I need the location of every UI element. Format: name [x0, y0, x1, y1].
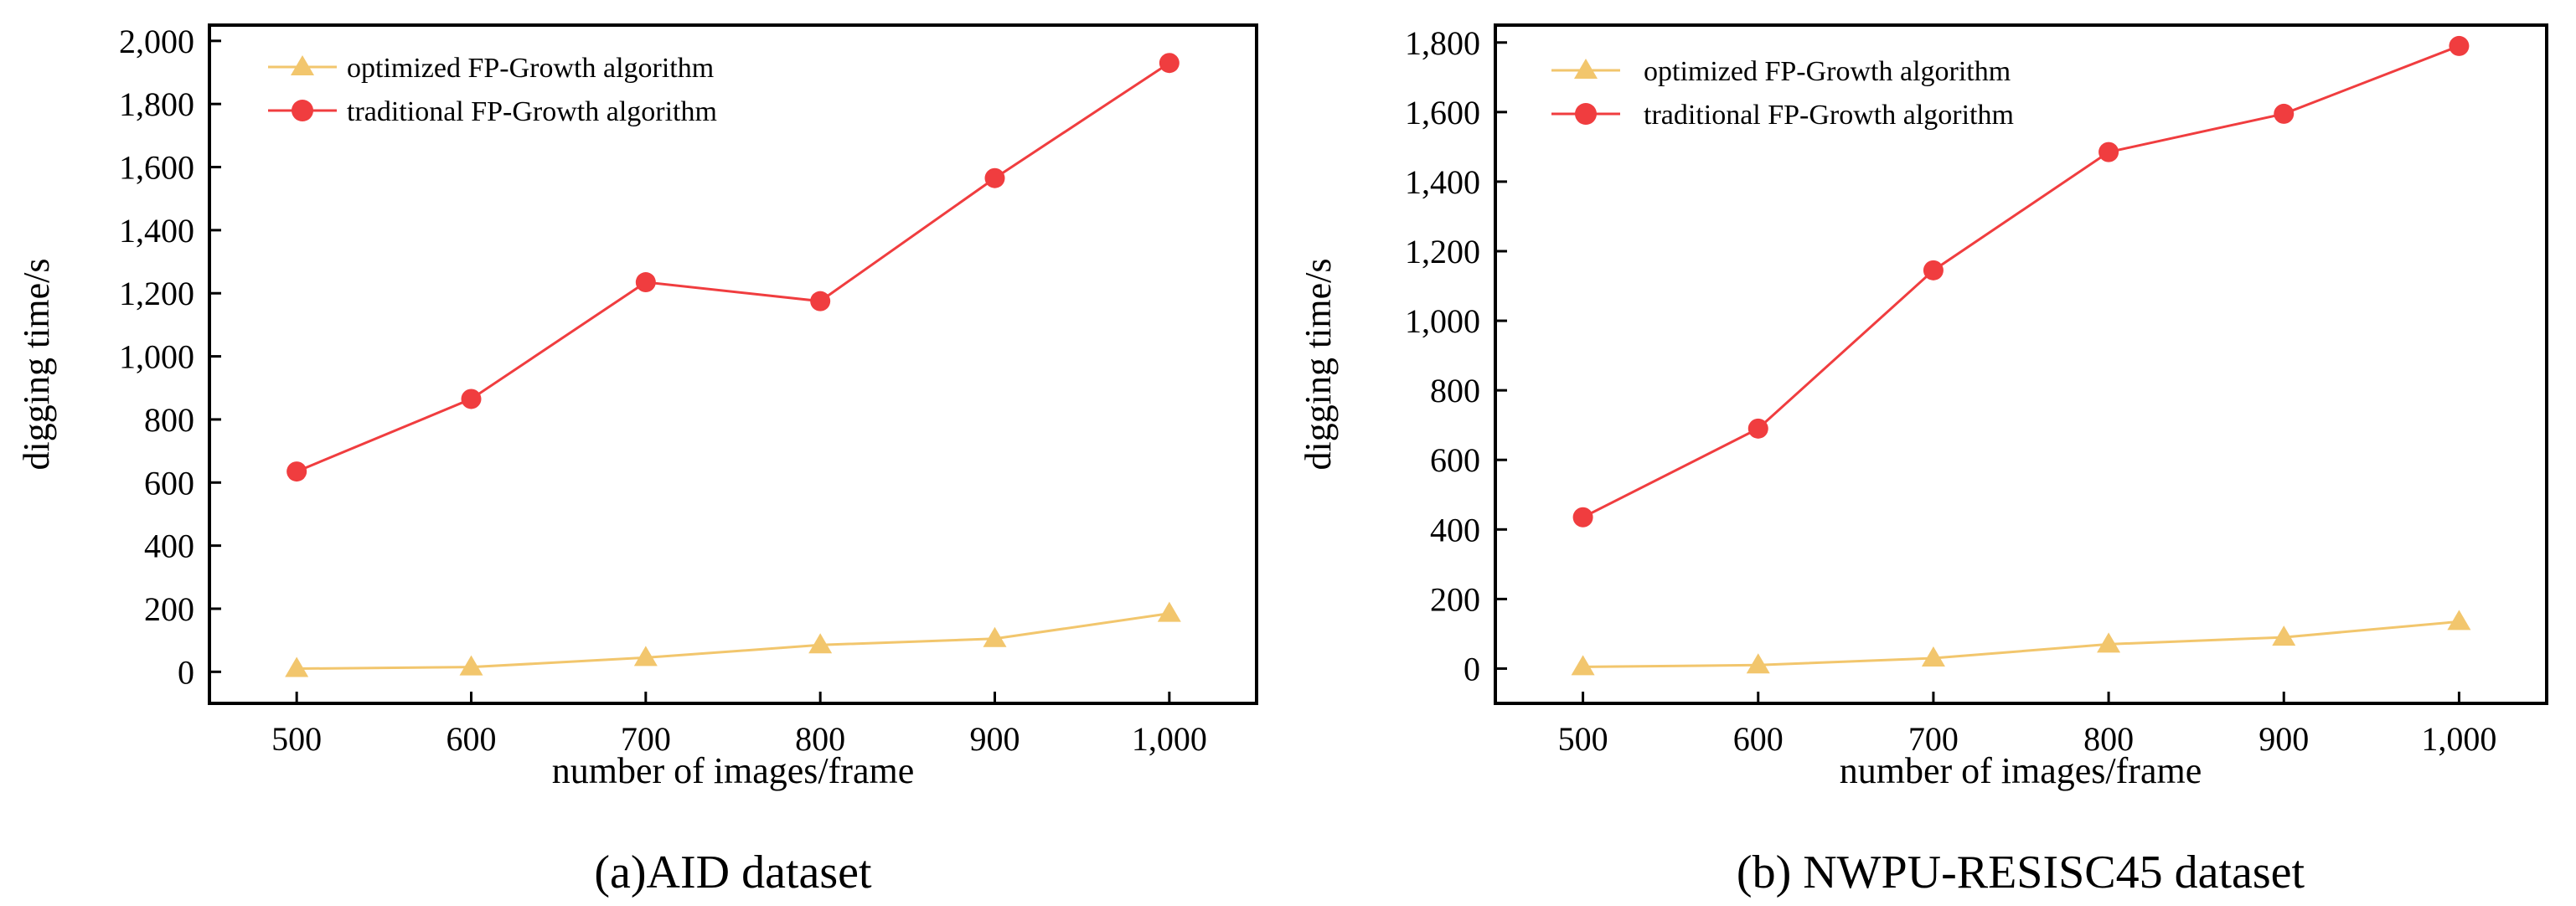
data-point-traditional [1159, 53, 1180, 74]
data-point-optimized [459, 655, 483, 676]
x-tick-label: 500 [271, 720, 322, 758]
y-tick-label: 0 [1464, 650, 1480, 687]
x-ticks: 500 600 700 800 900 1,000 [271, 692, 1207, 758]
data-point-optimized [2097, 632, 2121, 653]
y-tick-label: 1,600 [1405, 94, 1480, 131]
y-tick-label: 1,800 [119, 85, 194, 123]
legend: optimized FP-Growth algorithm traditiona… [1551, 56, 2014, 131]
chart-nwpu-resisc45-dataset: 0 200 400 600 800 1,000 1,200 1,400 1,600 1,800 5… [1298, 23, 2548, 898]
x-tick-label: 800 [795, 720, 845, 758]
y-axis-label: digging time/s [16, 259, 57, 471]
data-point-optimized [808, 633, 833, 654]
data-point-traditional [810, 291, 831, 311]
data-point-traditional [461, 389, 482, 409]
series-lines [1582, 44, 2460, 668]
legend-label-optimized: optimized FP-Growth algorithm [1644, 56, 2011, 87]
x-tick-label: 1,000 [2421, 720, 2496, 758]
y-tick-label: 400 [1430, 511, 1480, 548]
caption-a: (a)AID dataset [594, 847, 872, 898]
legend-label-optimized: optimized FP-Growth algorithm [347, 53, 714, 84]
legend-label-traditional: traditional FP-Growth algorithm [347, 96, 717, 127]
caption-b: (b) NWPU-RESISC45 dataset [1737, 847, 2305, 898]
data-point-optimized [2272, 625, 2296, 646]
x-tick-label: 900 [2259, 720, 2309, 758]
data-point-optimized [1921, 646, 1945, 667]
series-markers [1571, 35, 2471, 676]
y-tick-label: 600 [1430, 441, 1480, 479]
data-point-traditional [2449, 35, 2470, 56]
data-point-traditional [287, 461, 307, 482]
legend-marker-traditional [292, 100, 313, 121]
series-line-traditional [296, 61, 1170, 473]
y-tick-label: 1,200 [1405, 233, 1480, 270]
data-point-traditional [2274, 103, 2295, 124]
data-point-traditional [2098, 142, 2119, 162]
y-tick-label: 800 [1430, 372, 1480, 409]
y-tick-label: 600 [144, 464, 194, 502]
x-tick-label: 600 [447, 720, 497, 758]
chart-aid-dataset: 0 200 400 600 800 1,000 1,200 1,400 1,600 1,800 2,… [16, 23, 1258, 898]
data-point-optimized [285, 656, 309, 677]
y-tick-label: 1,400 [1405, 163, 1480, 201]
y-tick-label: 0 [178, 653, 194, 691]
y-tick-label: 1,400 [119, 212, 194, 250]
data-point-traditional [635, 272, 656, 293]
series-line-optimized [297, 612, 1170, 671]
plot-frame [1494, 23, 2548, 705]
y-tick-label: 800 [144, 401, 194, 439]
legend-label-traditional: traditional FP-Growth algorithm [1644, 100, 2014, 131]
x-axis-label: number of images/frame [552, 750, 915, 791]
data-point-optimized [1571, 655, 1595, 676]
data-point-traditional [1572, 507, 1593, 528]
legend-marker-optimized [1574, 59, 1598, 79]
y-tick-label: 1,000 [119, 338, 194, 376]
legend: optimized FP-Growth algorithm traditiona… [268, 53, 717, 127]
legend-marker-optimized [291, 55, 314, 75]
data-point-optimized [1157, 601, 1181, 622]
x-tick-label: 700 [1908, 720, 1959, 758]
y-axis-label: digging time/s [1298, 259, 1339, 471]
data-point-traditional [1747, 418, 1768, 439]
plot-frame [208, 23, 1258, 705]
data-point-optimized [633, 646, 658, 667]
y-tick-label: 2,000 [119, 23, 194, 60]
series-line-optimized [1582, 620, 2460, 668]
x-tick-label: 800 [2083, 720, 2134, 758]
data-point-traditional [984, 167, 1005, 188]
x-tick-label: 500 [1558, 720, 1608, 758]
series-markers [285, 53, 1181, 677]
y-tick-label: 1,800 [1405, 24, 1480, 62]
data-point-optimized [2447, 610, 2471, 631]
legend-marker-traditional [1575, 103, 1597, 125]
series-lines [296, 61, 1170, 671]
y-ticks: 0 200 400 600 800 1,000 1,200 1,400 1,600 1,800 2,… [119, 23, 221, 691]
x-axis-label: number of images/frame [1840, 750, 2202, 791]
y-tick-label: 200 [1430, 580, 1480, 618]
series-line-traditional [1582, 44, 2460, 519]
x-tick-label: 700 [621, 720, 671, 758]
x-tick-label: 1,000 [1132, 720, 1207, 758]
y-tick-label: 1,200 [119, 275, 194, 312]
x-ticks: 500 600 700 800 900 1,000 [1558, 692, 2496, 758]
y-tick-label: 400 [144, 528, 194, 565]
data-point-optimized [1746, 653, 1770, 674]
y-tick-label: 1,600 [119, 149, 194, 187]
y-tick-label: 200 [144, 590, 194, 628]
x-tick-label: 900 [970, 720, 1020, 758]
y-tick-label: 1,000 [1405, 302, 1480, 340]
data-point-traditional [1923, 260, 1944, 281]
y-ticks: 0 200 400 600 800 1,000 1,200 1,400 1,600 1,800 [1405, 24, 1507, 687]
x-tick-label: 600 [1733, 720, 1784, 758]
data-point-optimized [983, 626, 1007, 647]
